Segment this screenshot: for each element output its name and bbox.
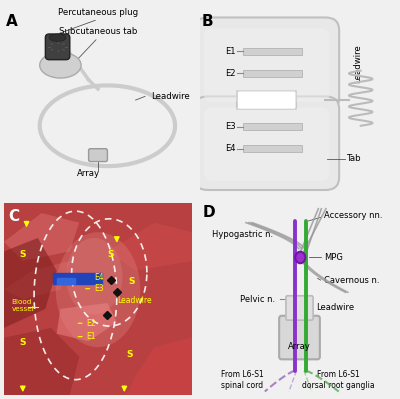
Polygon shape [126,338,192,395]
Text: Hypogastric n.: Hypogastric n. [212,230,273,239]
Text: D: D [203,205,216,220]
Text: Subcutaneous tab: Subcutaneous tab [59,27,137,36]
Text: MPG: MPG [324,253,342,262]
Text: A: A [6,14,18,29]
Text: Leadwire: Leadwire [353,44,362,83]
Text: Leadwire: Leadwire [316,304,354,312]
Text: S: S [19,250,26,259]
Bar [53,273,102,284]
Bar [237,91,296,109]
FancyBboxPatch shape [45,34,70,60]
FancyBboxPatch shape [237,91,296,109]
Text: Pelvic n.: Pelvic n. [240,295,275,304]
Text: E1: E1 [87,332,96,341]
Ellipse shape [49,34,66,41]
Ellipse shape [56,232,140,347]
Text: S: S [128,277,134,286]
Text: E2: E2 [87,319,96,328]
Text: E3: E3 [94,284,104,293]
Polygon shape [4,238,57,328]
FancyBboxPatch shape [279,316,320,359]
Ellipse shape [40,52,81,78]
Text: Cavernous n.: Cavernous n. [324,276,379,284]
Text: S: S [19,338,26,347]
Polygon shape [4,261,70,299]
Text: Accessory nn.: Accessory nn. [324,211,382,220]
Text: E1: E1 [225,47,235,56]
Text: E2: E2 [225,69,235,78]
Text: Array: Array [77,169,100,178]
Text: E4: E4 [94,273,104,282]
Text: From L6-S1
dorsal root ganglia: From L6-S1 dorsal root ganglia [302,370,375,390]
Ellipse shape [66,238,122,314]
Bar [243,48,302,55]
Text: E4: E4 [225,144,235,153]
Text: B: B [202,14,214,29]
Polygon shape [4,213,79,261]
FancyBboxPatch shape [204,28,329,102]
Text: Leadwire: Leadwire [151,92,189,101]
Text: Percutaneous plug: Percutaneous plug [58,8,138,18]
FancyBboxPatch shape [194,97,339,190]
Text: Blood
vessel: Blood vessel [12,299,34,312]
Polygon shape [107,223,192,271]
Bar [243,123,302,130]
Bar [243,70,302,77]
Bar [57,278,76,284]
FancyBboxPatch shape [286,296,313,320]
FancyBboxPatch shape [194,18,339,111]
Text: C: C [8,209,19,224]
Text: Array: Array [288,342,311,351]
Text: E3: E3 [225,122,235,131]
Bar [243,145,302,152]
Text: S: S [126,350,133,359]
Polygon shape [57,303,117,342]
Text: Leadwire: Leadwire [117,296,152,305]
Polygon shape [4,328,79,395]
Text: From L6-S1
spinal cord: From L6-S1 spinal cord [221,370,264,390]
Text: Tab: Tab [347,154,362,163]
FancyBboxPatch shape [89,149,107,162]
Text: S: S [107,250,114,259]
Circle shape [295,252,305,263]
FancyBboxPatch shape [204,107,329,181]
